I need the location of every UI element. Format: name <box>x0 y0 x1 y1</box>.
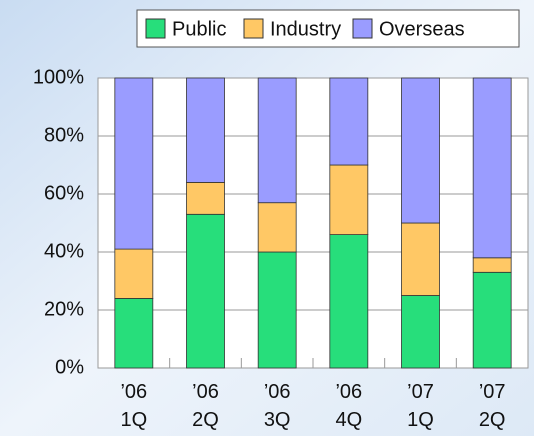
plot-area <box>97 77 529 369</box>
bar-segment <box>401 222 440 296</box>
x-tick-label-line: ’07 <box>407 381 434 403</box>
bar-segment <box>472 77 512 259</box>
y-tick-label: 0% <box>55 356 84 378</box>
y-tick-label: 40% <box>44 240 84 262</box>
legend-swatch <box>145 18 166 39</box>
x-tick-label-line: ’06 <box>192 381 219 403</box>
legend-label: Public <box>172 18 226 40</box>
bar-segment <box>257 251 297 369</box>
bar-segment <box>472 271 512 369</box>
legend-label: Industry <box>270 18 341 40</box>
x-tick-label: ’06 1Q <box>120 381 147 431</box>
x-tick-label-line: 4Q <box>335 409 362 431</box>
x-tick-label-line: ’07 <box>479 381 506 403</box>
y-tick-label: 80% <box>44 124 84 146</box>
legend-swatch <box>243 18 264 39</box>
bar-segment <box>329 77 369 166</box>
x-tick-label-line: ’06 <box>335 381 362 403</box>
bar-segment <box>329 164 369 235</box>
x-tick-label-line: 3Q <box>264 409 291 431</box>
x-tick-label-line: ’06 <box>264 381 291 403</box>
legend-swatch <box>352 18 373 39</box>
x-tick-label: ’07 2Q <box>479 381 506 431</box>
y-tick-label: 100% <box>33 66 84 88</box>
legend <box>136 9 520 48</box>
bar-segment <box>401 77 440 224</box>
bar-segment <box>257 202 297 253</box>
bar-segment <box>114 248 154 299</box>
bar-segment <box>186 181 225 215</box>
y-tick-label: 60% <box>44 182 84 204</box>
x-tick-label: ’06 3Q <box>264 381 291 431</box>
x-tick-label: ’06 4Q <box>335 381 362 431</box>
bar-segment <box>186 213 225 369</box>
y-tick-label: 20% <box>44 298 84 320</box>
bar-segment <box>114 77 154 250</box>
x-tick-label-line: ’06 <box>120 381 147 403</box>
x-tick-label-line: 2Q <box>192 409 219 431</box>
x-tick-label-line: 2Q <box>479 409 506 431</box>
x-tick-label: ’07 1Q <box>407 381 434 431</box>
legend-label: Overseas <box>379 18 465 40</box>
x-tick-label: ’06 2Q <box>192 381 219 431</box>
x-tick-label-line: 1Q <box>120 409 147 431</box>
bar-segment <box>257 77 297 204</box>
bar-segment <box>401 295 440 369</box>
bar-segment <box>186 77 225 183</box>
bar-segment <box>329 234 369 369</box>
bar-segment <box>114 297 154 369</box>
x-tick-label-line: 1Q <box>407 409 434 431</box>
bar-segment <box>472 257 512 273</box>
